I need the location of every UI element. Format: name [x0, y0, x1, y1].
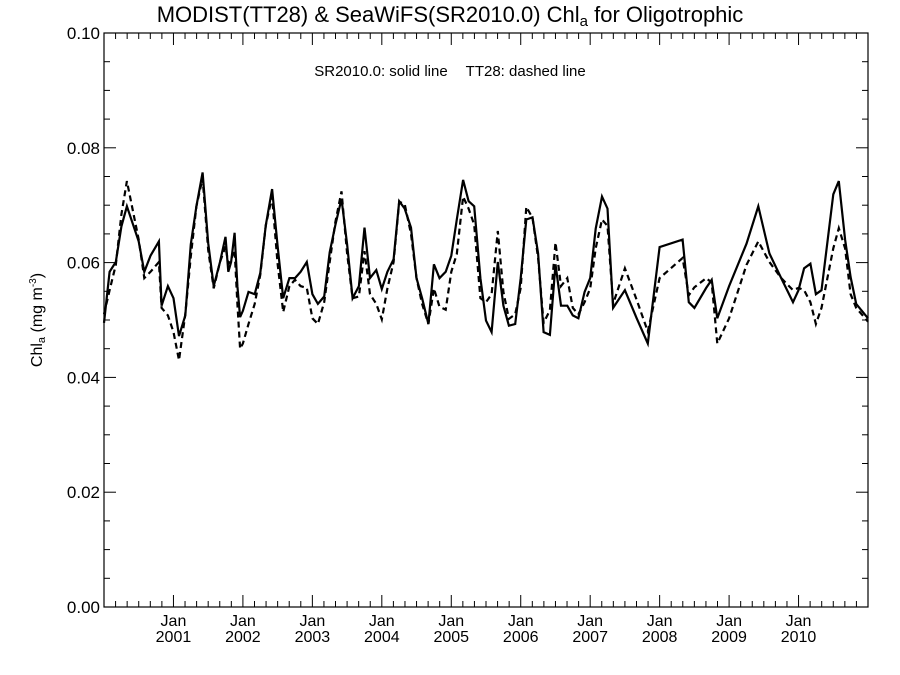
y-tick-label: 0.00	[67, 598, 100, 617]
x-tick-month-label: Jan	[508, 613, 534, 630]
x-tick-year-label: 2002	[225, 629, 261, 646]
x-tick-month-label: Jan	[647, 613, 673, 630]
x-tick-month-label: Jan	[577, 613, 603, 630]
chart-title-subscript: a	[579, 13, 589, 30]
series-line-dashed	[102, 177, 869, 361]
chart-title-suffix: for Oligotrophic	[588, 2, 744, 27]
x-tick-year-label: 2007	[572, 629, 608, 646]
x-tick-year-label: 2006	[503, 629, 539, 646]
x-tick-year-label: 2003	[295, 629, 331, 646]
x-tick-month-label: Jan	[716, 613, 742, 630]
x-tick-year-label: 2009	[711, 629, 747, 646]
y-tick-label: 0.08	[67, 139, 100, 158]
x-tick-year-label: 2010	[781, 629, 817, 646]
y-tick-label: 0.06	[67, 254, 100, 273]
y-tick-label: 0.10	[67, 24, 100, 43]
x-tick-year-label: 2005	[433, 629, 469, 646]
annotation-dashed-text: TT28: dashed line	[465, 63, 586, 80]
series-line-solid	[102, 172, 869, 348]
x-tick-month-label: Jan	[161, 613, 187, 630]
chart-title-prefix: MODIST(TT28) & SeaWiFS(SR2010.0) Chl	[156, 2, 580, 27]
x-tick-month-label: Jan	[369, 613, 395, 630]
x-tick-month-label: Jan	[438, 613, 464, 630]
line-style-annotation: SR2010.0: solid line TT28: dashed line	[0, 63, 900, 80]
x-tick-month-label: Jan	[299, 613, 325, 630]
x-tick-month-label: Jan	[786, 613, 812, 630]
annotation-solid-text: SR2010.0: solid line	[314, 63, 448, 80]
x-tick-year-label: 2004	[364, 629, 400, 646]
y-tick-label: 0.04	[67, 368, 100, 387]
x-tick-year-label: 2008	[642, 629, 678, 646]
chart-title: MODIST(TT28) & SeaWiFS(SR2010.0) Chla fo…	[0, 2, 900, 30]
y-tick-label: 0.02	[67, 483, 100, 502]
x-tick-month-label: Jan	[230, 613, 256, 630]
x-tick-year-label: 2001	[156, 629, 192, 646]
